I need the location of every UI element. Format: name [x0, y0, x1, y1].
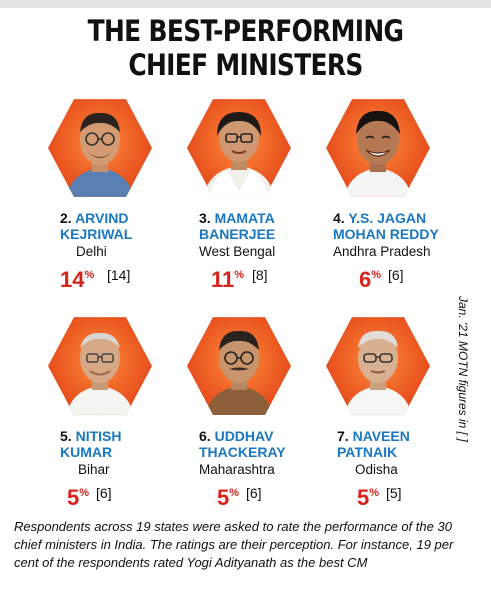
name-line-2: KUMAR [60, 444, 113, 460]
rating-percent: 5% [217, 485, 240, 510]
man-glasses-icon [66, 332, 134, 415]
footer-note: Respondents across 19 states were asked … [14, 519, 454, 570]
name-line-1: UDDHAV [214, 428, 274, 444]
name-line-1: NAVEEN [352, 428, 410, 444]
portrait-thackeray [187, 317, 291, 415]
rating-percent: 5% [357, 485, 380, 510]
minister-name: 2. ARVIND KEJRIWAL [60, 210, 132, 242]
state-label: Andhra Pradesh [333, 244, 431, 259]
rating-value: 6 [359, 267, 372, 292]
minister-name: 5. NITISH KUMAR [60, 428, 121, 460]
name-line-2: BANERJEE [199, 226, 276, 242]
name-line-1: ARVIND [75, 210, 129, 226]
rating-percent: 14% [60, 267, 95, 292]
portrait-kejriwal [48, 99, 152, 197]
previous-rating: [5] [386, 485, 402, 501]
previous-rating: [14] [107, 267, 131, 283]
previous-rating: [8] [252, 267, 268, 283]
rank-number: 6. [199, 428, 211, 444]
man-glasses-icon [205, 330, 273, 415]
portrait-reddy [326, 99, 430, 197]
name-line-1: Y.S. JAGAN [348, 210, 427, 226]
state-label: Maharashtra [199, 462, 275, 477]
name-line-2: MOHAN REDDY [333, 226, 439, 242]
state-label: West Bengal [199, 244, 276, 259]
rank-number: 4. [333, 210, 345, 226]
page-title: THE BEST-PERFORMING CHIEF MINISTERS [34, 14, 456, 82]
previous-rating: [6] [246, 485, 262, 501]
previous-rating: [6] [96, 485, 112, 501]
title-line-2: CHIEF MINISTERS [128, 48, 363, 82]
minister-name: 7. NAVEEN PATNAIK [337, 428, 410, 460]
man-glasses-icon [66, 112, 134, 197]
title-line-1: THE BEST-PERFORMING [87, 14, 404, 48]
portrait-patnaik [326, 317, 430, 415]
state-label: Delhi [76, 244, 107, 259]
portrait-banerjee [187, 99, 291, 197]
rating-value: 5 [357, 485, 370, 510]
name-line-2: THACKERAY [199, 444, 286, 460]
side-note: Jan. '21 MOTN figures in [ ] [456, 296, 470, 442]
rating-percent: 11% [211, 267, 245, 292]
man-glasses-icon [344, 330, 412, 415]
rating-value: 14 [60, 267, 85, 292]
name-line-1: MAMATA [214, 210, 275, 226]
state-label: Odisha [355, 462, 398, 477]
rank-number: 2. [60, 210, 72, 226]
rank-number: 5. [60, 428, 72, 444]
rating-percent: 6% [359, 267, 382, 292]
name-line-2: KEJRIWAL [60, 226, 133, 242]
woman-glasses-icon [203, 112, 275, 197]
rating-value: 11 [211, 267, 235, 292]
man-smiling-icon [344, 110, 412, 197]
rating-value: 5 [67, 485, 80, 510]
rating-value: 5 [217, 485, 230, 510]
minister-name: 4. Y.S. JAGAN MOHAN REDDY [333, 210, 439, 242]
minister-name: 3. MAMATA BANERJEE [199, 210, 275, 242]
state-label: Bihar [78, 462, 110, 477]
top-bar [0, 0, 491, 8]
name-line-2: PATNAIK [337, 444, 398, 460]
name-line-1: NITISH [75, 428, 122, 444]
portrait-kumar [48, 317, 152, 415]
rating-percent: 5% [67, 485, 90, 510]
minister-name: 6. UDDHAV THACKERAY [199, 428, 286, 460]
previous-rating: [6] [388, 267, 404, 283]
rank-number: 7. [337, 428, 349, 444]
rank-number: 3. [199, 210, 211, 226]
